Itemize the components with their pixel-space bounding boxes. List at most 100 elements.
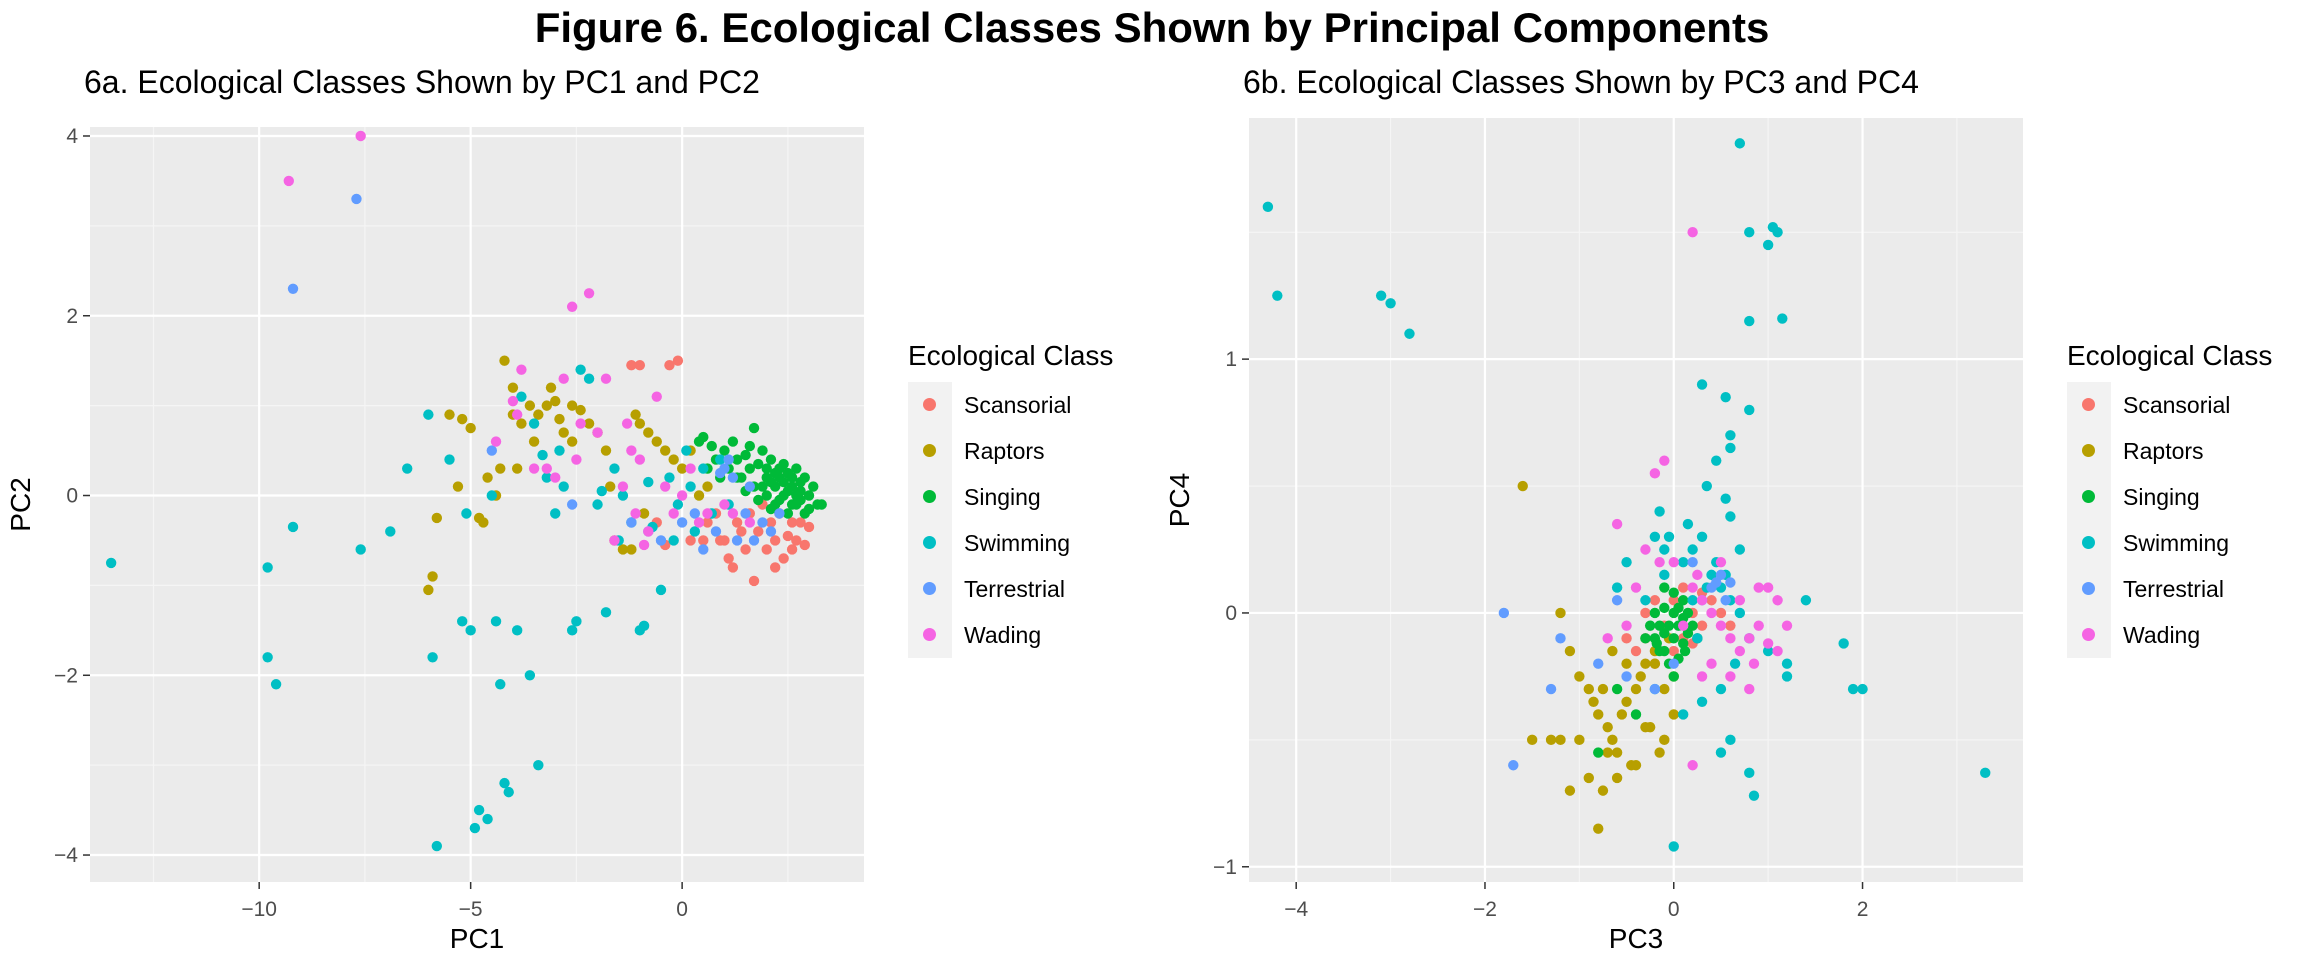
legend-item-singing: Singing xyxy=(908,474,1128,520)
data-point xyxy=(638,620,650,632)
x-tick-label: 2 xyxy=(1857,898,1869,921)
data-point xyxy=(262,562,273,573)
data-point xyxy=(664,359,675,371)
data-point xyxy=(643,526,654,537)
data-point xyxy=(1762,638,1774,649)
data-point xyxy=(765,526,777,537)
data-point xyxy=(583,373,595,384)
legend-item-terrestrial: Terrestrial xyxy=(908,566,1128,612)
data-point xyxy=(524,670,536,681)
data-point xyxy=(698,431,709,443)
data-point xyxy=(634,359,646,371)
data-point xyxy=(1800,595,1812,606)
legend-dot xyxy=(2082,628,2095,641)
data-point xyxy=(1635,671,1646,682)
series-raptors xyxy=(1517,480,1679,834)
data-point xyxy=(757,445,768,456)
data-point xyxy=(672,499,684,510)
data-point xyxy=(1720,595,1731,606)
x-tick-label: −4 xyxy=(1284,898,1308,921)
panel-b: −4 −2 0 2 −1 0 1 PC3 PC4 xyxy=(1164,118,2023,954)
legend-label: Terrestrial xyxy=(964,575,1065,602)
data-point xyxy=(1564,645,1576,657)
data-point xyxy=(782,508,794,519)
data-point xyxy=(566,499,578,510)
data-point xyxy=(287,521,299,533)
legend-item-terrestrial: Terrestrial xyxy=(2067,566,2287,612)
data-point xyxy=(486,445,498,456)
data-point xyxy=(1654,556,1665,568)
legend-dot xyxy=(2082,536,2095,549)
data-point xyxy=(1611,518,1623,530)
data-point xyxy=(1649,607,1661,619)
data-point xyxy=(617,490,629,501)
data-point xyxy=(1772,645,1783,657)
data-point xyxy=(1720,392,1731,403)
data-point xyxy=(1725,442,1736,454)
data-point xyxy=(1611,772,1623,784)
data-point xyxy=(1526,734,1538,746)
data-point xyxy=(1677,709,1689,720)
data-point xyxy=(605,481,616,492)
x-axis-label: PC1 xyxy=(450,923,504,954)
y-tick-label: −1 xyxy=(1213,856,1237,879)
data-point xyxy=(482,813,493,825)
data-point xyxy=(676,517,688,528)
data-point xyxy=(748,575,760,587)
data-point xyxy=(1659,683,1670,695)
data-point xyxy=(1668,556,1679,568)
x-tick-label: 0 xyxy=(676,898,688,921)
data-point xyxy=(1715,683,1727,695)
data-point xyxy=(1725,671,1736,682)
data-point xyxy=(423,409,434,420)
data-point xyxy=(1574,734,1585,746)
data-point xyxy=(1725,511,1736,522)
data-point xyxy=(1706,595,1717,606)
data-point xyxy=(1611,595,1623,606)
legend-dot xyxy=(2082,398,2095,411)
data-point xyxy=(1679,645,1691,657)
data-point xyxy=(676,463,688,474)
data-point xyxy=(1687,556,1698,568)
data-point xyxy=(270,679,282,690)
data-point xyxy=(1555,734,1566,746)
data-point xyxy=(1677,556,1689,568)
data-point xyxy=(765,454,777,465)
y-tick-label: −2 xyxy=(54,664,78,687)
data-point xyxy=(566,400,578,411)
data-point xyxy=(1725,620,1736,631)
data-point xyxy=(634,454,646,465)
data-point xyxy=(1744,767,1755,779)
data-point xyxy=(1720,493,1731,504)
data-point xyxy=(1668,671,1679,682)
data-point xyxy=(731,454,743,465)
legend-key xyxy=(2067,382,2111,428)
data-point xyxy=(516,391,527,402)
data-point xyxy=(1659,455,1670,466)
data-point xyxy=(499,777,510,789)
data-point xyxy=(753,494,764,506)
data-point xyxy=(482,472,493,483)
data-point xyxy=(757,481,768,492)
legend-key xyxy=(2067,612,2111,658)
data-point xyxy=(698,544,709,555)
data-point xyxy=(1682,518,1694,530)
legend-label: Terrestrial xyxy=(2123,575,2224,602)
data-point xyxy=(1640,633,1651,644)
legend-item-wading: Wading xyxy=(2067,612,2287,658)
data-point xyxy=(791,499,802,510)
data-point xyxy=(461,508,472,519)
data-point xyxy=(541,463,552,474)
panel-background xyxy=(1249,118,2023,882)
data-point xyxy=(693,490,705,501)
data-point xyxy=(689,508,701,519)
data-point xyxy=(786,517,798,528)
data-point xyxy=(710,526,722,537)
data-point xyxy=(571,454,582,465)
data-point xyxy=(1597,683,1609,695)
data-point xyxy=(507,382,519,393)
data-point xyxy=(1659,628,1670,639)
data-point xyxy=(803,503,815,515)
data-point xyxy=(1711,577,1722,588)
data-point xyxy=(1262,201,1274,213)
